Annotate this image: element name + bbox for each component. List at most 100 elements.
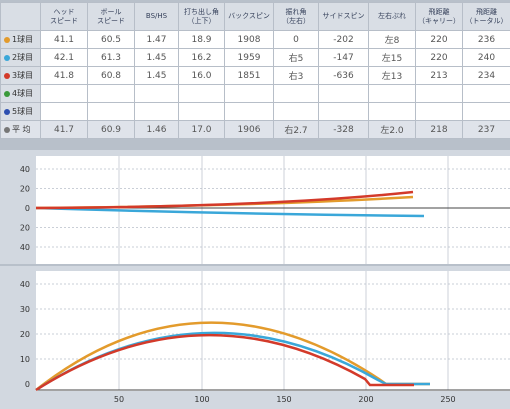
table-cell [178,102,225,121]
table-cell [273,84,319,103]
row-label: 1球目 [0,30,41,49]
table-cell: -636 [318,66,369,85]
table-cell: 220 [415,48,463,67]
ball-color-dot-icon [4,90,10,97]
table-cell: 42.1 [40,48,88,67]
top-y-tick-label: 0 [25,204,30,213]
table-cell [368,84,416,103]
table-cell: 1959 [224,48,274,67]
top-y-tick-label: 40 [20,243,30,252]
side-trajectory-ball-1 [35,321,430,391]
row-label-text: 平 均 [12,125,31,134]
row-label-text: 4球目 [12,89,34,98]
ball-color-dot-icon [4,108,10,115]
ball-color-dot-icon [4,54,10,61]
table-cell: 1.47 [134,30,179,49]
table-cell: -147 [318,48,369,67]
side-x-tick-label: 200 [358,395,373,404]
table-cell: 0 [273,30,319,49]
table-row: 1球目 41.1 60.5 1.47 18.9 1908 0 -202 左8 220 236 [0,30,510,49]
side-y-tick-label: 20 [20,330,30,339]
top-view-trajectory-chart: 40 20 0 20 40 [0,150,510,264]
table-cell: 240 [462,48,510,67]
table-cell: 60.8 [87,66,135,85]
side-x-tick-label: 150 [276,395,291,404]
side-y-tick-label: 0 [25,380,30,389]
table-header-row: ヘッド スピード ボール スピード BS/HS 打ち出し角 （上下） バックスピン 振… [0,2,510,31]
table-cell [462,84,510,103]
table-cell: 218 [415,120,463,139]
row-label: 平 均 [0,120,41,139]
table-cell: 16.2 [178,48,225,67]
table-cell [224,84,274,103]
top-y-tick-label: 40 [20,165,30,174]
header-sidespin: サイドスピン [318,2,369,31]
table-cell [318,102,369,121]
row-label: 5球目 [0,102,41,121]
ball-color-dot-icon [4,72,10,79]
header-side-angle: 振れ角 （左右） [273,2,319,31]
table-cell: 1.45 [134,48,179,67]
table-cell: 1908 [224,30,274,49]
table-cell: 左2.0 [368,120,416,139]
header-backspin: バックスピン [224,2,274,31]
table-cell [87,102,135,121]
side-trajectory-ball-3 [35,333,414,392]
table-cell: 60.9 [87,120,135,139]
table-cell [40,102,88,121]
table-cell [134,102,179,121]
table-cell: 41.1 [40,30,88,49]
table-cell: 213 [415,66,463,85]
table-cell [87,84,135,103]
top-y-tick-label: 20 [20,224,30,233]
ball-color-dot-icon [4,126,10,133]
table-cell [415,84,463,103]
table-row: 2球目 42.1 61.3 1.45 16.2 1959 右5 -147 左15 220 240 [0,48,510,67]
header-total-distance: 飛距離 （トータル） [462,2,510,31]
table-cell: 60.5 [87,30,135,49]
row-label-text: 2球目 [12,53,34,62]
top-trajectory-ball-2 [35,206,425,218]
header-head-speed: ヘッド スピード [40,2,88,31]
table-cell: 16.0 [178,66,225,85]
table-row: 3球目 41.8 60.8 1.45 16.0 1851 右3 -636 左13 213 234 [0,66,510,85]
table-cell: 左8 [368,30,416,49]
row-label: 3球目 [0,66,41,85]
side-y-tick-label: 40 [20,280,30,289]
row-label: 2球目 [0,48,41,67]
table-cell [318,84,369,103]
table-cell: 1.46 [134,120,179,139]
shot-stats-table: ヘッド スピード ボール スピード BS/HS 打ち出し角 （上下） バックスピン 振… [0,2,510,139]
table-cell: 237 [462,120,510,139]
ball-color-dot-icon [4,36,10,43]
table-cell: 236 [462,30,510,49]
table-cell: 220 [415,30,463,49]
table-cell [134,84,179,103]
row-label: 4球目 [0,84,41,103]
table-cell: 左15 [368,48,416,67]
table-cell: 1851 [224,66,274,85]
top-view-svg: 40 20 0 20 40 [20,156,510,264]
table-cell: 17.0 [178,120,225,139]
table-cell [178,84,225,103]
side-y-tick-label: 10 [20,355,30,364]
header-ball [0,2,41,31]
side-y-tick-label: 30 [20,305,30,314]
table-cell: 左13 [368,66,416,85]
table-cell: 18.9 [178,30,225,49]
table-cell [40,84,88,103]
side-x-tick-label: 250 [440,395,455,404]
header-launch-angle: 打ち出し角 （上下） [178,2,225,31]
table-cell [415,102,463,121]
table-cell: 41.8 [40,66,88,85]
table-cell: 右2.7 [273,120,319,139]
table-cell: 1906 [224,120,274,139]
table-cell: 234 [462,66,510,85]
table-row: 5球目 [0,102,510,121]
row-label-text: 3球目 [12,71,34,80]
table-cell: 41.7 [40,120,88,139]
header-smash-factor: BS/HS [134,2,179,31]
table-cell [368,102,416,121]
top-y-tick-label: 20 [20,185,30,194]
